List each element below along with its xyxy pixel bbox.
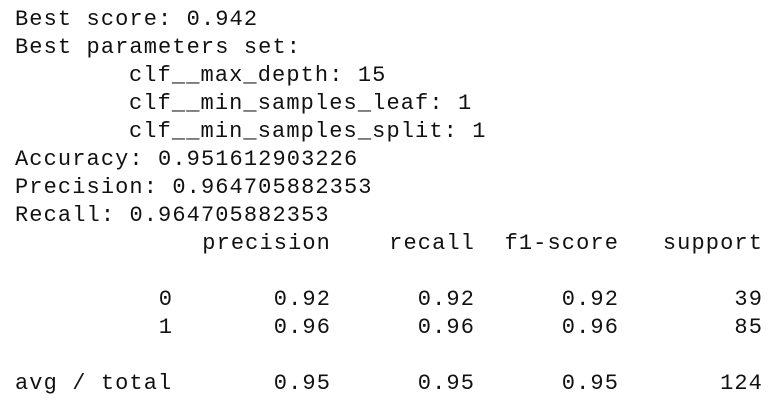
row-label: avg / total <box>15 371 173 396</box>
cell: 0.95 <box>273 371 331 396</box>
cell: 124 <box>720 371 763 396</box>
metric-line: Precision: 0.964705882353 <box>15 174 373 202</box>
cell: 85 <box>734 315 763 340</box>
cell: 0.92 <box>273 287 331 312</box>
cell: 0.92 <box>561 287 619 312</box>
best-score-line: Best score: 0.942 <box>15 6 258 34</box>
metric-line: Recall: 0.964705882353 <box>15 202 330 230</box>
metric-value: 0.951612903226 <box>158 147 359 172</box>
param-line: clf__min_samples_leaf: 1 <box>129 90 472 118</box>
param-value: 1 <box>457 91 473 116</box>
param-name: clf__min_samples_leaf: <box>129 91 444 116</box>
metric-label: Precision: <box>15 175 159 200</box>
cell: 39 <box>734 287 763 312</box>
cell: 0.96 <box>417 315 475 340</box>
metric-label: Accuracy: <box>15 147 144 172</box>
column-header: f1-score <box>504 231 619 256</box>
column-header: support <box>662 231 763 256</box>
cell: 0.95 <box>561 371 619 396</box>
column-header: recall <box>389 231 475 256</box>
metric-value: 0.964705882353 <box>129 203 330 228</box>
row-label: 0 <box>158 287 173 312</box>
cell: 0.95 <box>417 371 475 396</box>
cell: 0.92 <box>417 287 475 312</box>
metric-label: Recall: <box>15 203 116 228</box>
value: 0.942 <box>186 7 259 32</box>
params-heading: Best parameters set: <box>15 35 302 60</box>
param-name: clf__min_samples_split: <box>129 119 458 144</box>
param-name: clf__max_depth: <box>129 63 344 88</box>
param-value: 15 <box>357 63 387 88</box>
param-line: clf__min_samples_split: 1 <box>129 118 487 146</box>
metric-value: 0.964705882353 <box>172 175 373 200</box>
param-line: clf__max_depth: 15 <box>129 62 386 90</box>
column-header: precision <box>202 231 331 256</box>
label: Best score: <box>15 7 173 32</box>
row-label: 1 <box>158 315 173 340</box>
param-value: 1 <box>472 119 487 144</box>
metric-line: Accuracy: 0.951612903226 <box>15 146 358 174</box>
cell: 0.96 <box>273 315 331 340</box>
cell: 0.96 <box>561 315 619 340</box>
